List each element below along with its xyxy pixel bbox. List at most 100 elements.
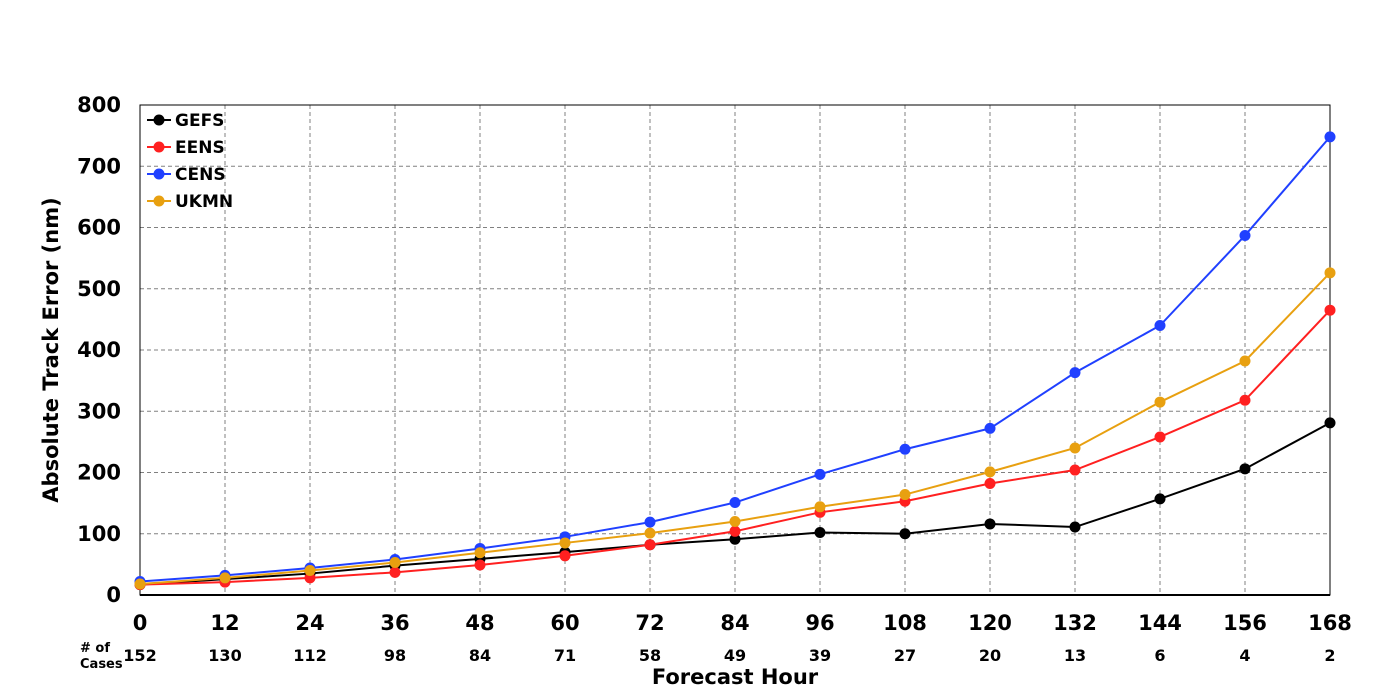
case-count-48: 84 [469, 646, 491, 665]
data-point-gefs-168 [1324, 417, 1336, 429]
case-count-168: 2 [1324, 646, 1335, 665]
case-count-24: 112 [293, 646, 326, 665]
legend-swatch-marker [153, 168, 165, 180]
data-point-eens-120 [984, 478, 996, 490]
case-count-120: 20 [979, 646, 1001, 665]
x-tick-label-24: 24 [295, 611, 324, 635]
y-tick-label-800: 800 [77, 93, 121, 117]
data-point-cens-168 [1324, 131, 1336, 143]
data-point-cens-156 [1239, 229, 1251, 241]
legend-swatch-marker [153, 141, 165, 153]
case-count-0: 152 [123, 646, 156, 665]
cases-row-label: # of Cases [80, 641, 123, 672]
legend: GEFS EENS CENS UKMN [147, 111, 233, 212]
case-count-36: 98 [384, 646, 406, 665]
y-tick-label-200: 200 [77, 461, 121, 485]
case-count-156: 4 [1239, 646, 1250, 665]
case-count-72: 58 [639, 646, 661, 665]
y-tick-label-600: 600 [77, 216, 121, 240]
legend-item-ukmn: UKMN [147, 192, 233, 212]
data-point-ukmn-96 [814, 501, 826, 513]
data-point-gefs-108 [899, 528, 911, 540]
legend-item-cens: CENS [147, 165, 226, 185]
data-point-cens-144 [1154, 320, 1166, 331]
data-point-ukmn-168 [1324, 267, 1336, 279]
x-tick-label-132: 132 [1053, 611, 1097, 635]
legend-label: CENS [175, 165, 226, 185]
data-point-ukmn-72 [644, 527, 656, 539]
data-point-ukmn-24 [304, 565, 316, 576]
data-point-gefs-144 [1154, 493, 1166, 505]
x-axis-label: Forecast Hour [652, 665, 819, 689]
y-tick-label-0: 0 [106, 583, 121, 607]
data-point-ukmn-156 [1239, 355, 1251, 367]
y-axis-label: Absolute Track Error (nm) [39, 197, 63, 502]
y-tick-label-400: 400 [77, 338, 121, 362]
x-tick-label-144: 144 [1138, 611, 1182, 635]
data-point-ukmn-48 [474, 547, 486, 559]
x-tick-label-12: 12 [210, 611, 239, 635]
data-point-ukmn-36 [389, 557, 401, 569]
legend-swatch-marker [153, 114, 165, 126]
x-tick-label-60: 60 [550, 611, 579, 635]
x-tick-label-36: 36 [380, 611, 409, 635]
data-point-eens-72 [644, 539, 656, 551]
plot-area-frame [139, 104, 1331, 596]
data-point-ukmn-144 [1154, 396, 1166, 408]
legend-swatch-marker [153, 195, 165, 207]
data-point-eens-48 [474, 559, 486, 571]
data-point-cens-120 [984, 422, 996, 434]
data-point-gefs-84 [729, 533, 741, 545]
x-tick-label-156: 156 [1223, 611, 1267, 635]
x-tick-label-84: 84 [720, 611, 749, 635]
y-tick-label-100: 100 [77, 522, 121, 546]
x-tick-label-120: 120 [968, 611, 1012, 635]
data-point-eens-144 [1154, 431, 1166, 443]
data-point-gefs-120 [984, 518, 996, 530]
case-count-132: 13 [1064, 646, 1086, 665]
cases-label-line-1: # of [80, 641, 110, 656]
y-tick-labels: 0 100 200 300 400 500 600 700 800 [77, 93, 121, 607]
case-count-144: 6 [1154, 646, 1165, 665]
data-point-ukmn-0 [134, 578, 146, 590]
x-tick-label-168: 168 [1308, 611, 1352, 635]
y-tick-label-500: 500 [77, 277, 121, 301]
data-point-ukmn-120 [984, 466, 996, 478]
x-tick-labels: 0 12 24 36 48 60 72 84 96 108 120 132 144 156 168 [133, 611, 1352, 635]
data-point-ukmn-84 [729, 516, 741, 527]
data-point-ukmn-132 [1069, 442, 1081, 454]
x-tick-label-72: 72 [635, 611, 664, 635]
data-point-cens-132 [1069, 367, 1081, 379]
cases-label-line-2: Cases [80, 657, 123, 672]
data-point-gefs-96 [814, 527, 826, 539]
case-count-96: 39 [809, 646, 831, 665]
y-tick-label-700: 700 [77, 154, 121, 178]
legend-label: UKMN [175, 192, 233, 212]
data-point-gefs-156 [1239, 463, 1251, 475]
case-count-12: 130 [208, 646, 241, 665]
data-point-eens-156 [1239, 394, 1251, 406]
data-point-gefs-132 [1069, 521, 1081, 533]
legend-label: EENS [175, 138, 225, 158]
series-ukmn [134, 267, 1336, 590]
data-point-cens-72 [644, 516, 656, 528]
case-count-labels: 152 130 112 98 84 71 58 49 39 27 20 13 6 4 2 [123, 646, 1335, 665]
data-point-ukmn-12 [219, 572, 231, 584]
case-count-84: 49 [724, 646, 746, 665]
data-point-eens-60 [559, 550, 571, 562]
x-tick-label-0: 0 [133, 611, 148, 635]
data-point-ukmn-60 [559, 537, 571, 549]
data-point-ukmn-108 [899, 489, 911, 501]
series-lines [134, 131, 1336, 591]
data-point-cens-84 [729, 497, 741, 509]
legend-label: GEFS [175, 111, 224, 131]
x-tick-label-96: 96 [805, 611, 834, 635]
data-point-cens-108 [899, 443, 911, 455]
case-count-60: 71 [554, 646, 576, 665]
y-tick-label-300: 300 [77, 399, 121, 423]
legend-item-gefs: GEFS [147, 111, 224, 131]
data-point-eens-168 [1324, 304, 1336, 316]
data-point-cens-96 [814, 468, 826, 480]
data-point-eens-84 [729, 525, 741, 537]
